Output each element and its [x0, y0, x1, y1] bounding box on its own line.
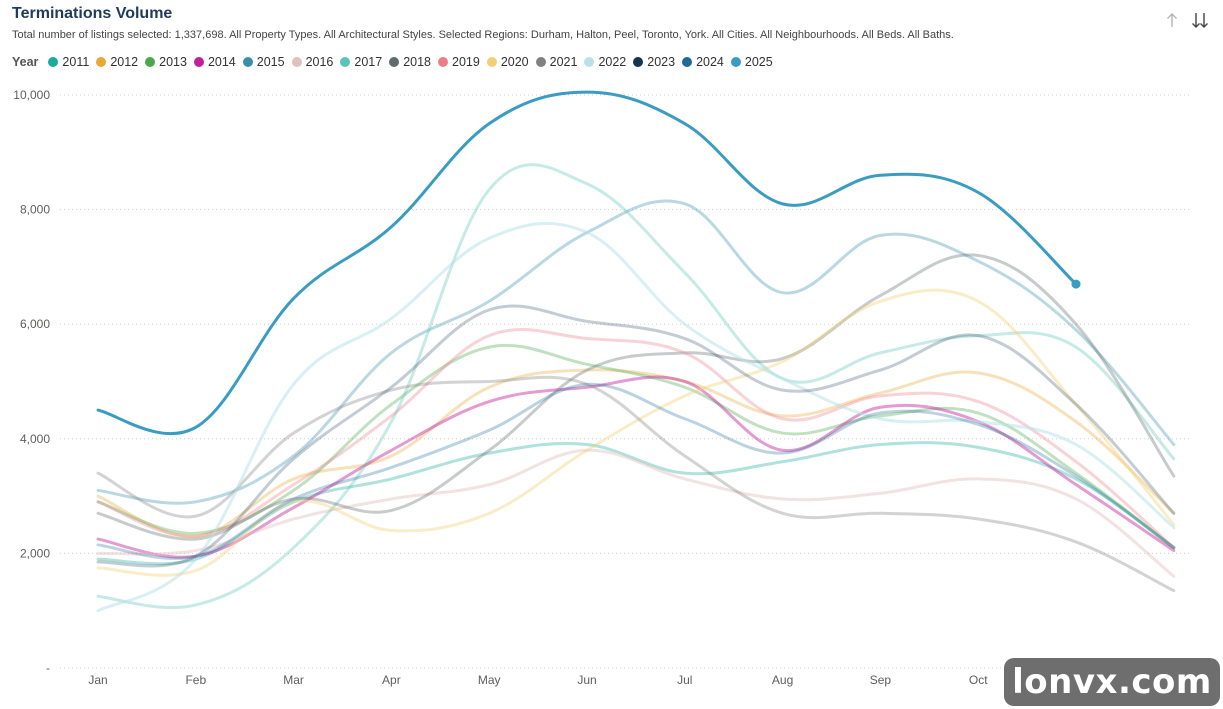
legend-item-2012[interactable]: 2012 [96, 55, 138, 69]
legend-item-2018[interactable]: 2018 [389, 55, 431, 69]
legend-label: 2023 [647, 55, 676, 69]
x-tick-label: Oct [969, 673, 988, 687]
legend-item-2024[interactable]: 2024 [682, 55, 724, 69]
legend-label: 2022 [598, 55, 627, 69]
series-line-2011[interactable] [96, 441, 1176, 566]
x-tick-label: May [478, 673, 501, 687]
legend-swatch [48, 57, 59, 67]
series-line-2021[interactable] [96, 375, 1176, 593]
legend-label: 2017 [354, 55, 383, 69]
series-endpoint-2025[interactable] [1071, 279, 1081, 289]
legend-swatch [633, 57, 644, 67]
legend-title: Year [12, 55, 39, 69]
legend-item-2022[interactable]: 2022 [584, 55, 626, 69]
series-line-2017[interactable] [96, 163, 1176, 610]
legend-item-2020[interactable]: 2020 [486, 55, 529, 69]
series-line-2016[interactable] [96, 448, 1176, 578]
series-line-2012[interactable] [96, 368, 1176, 538]
legend-label: 2020 [500, 55, 529, 69]
visual-toolbar [1163, 10, 1209, 30]
legend-label: 2024 [696, 55, 724, 69]
legend-swatch [340, 57, 351, 67]
y-tick-label: 2,000 [20, 546, 50, 560]
legend-label: 2013 [159, 55, 187, 69]
chart-legend: Year 2011 2012 2013 2014 2015 2016 2017 2018 201… [12, 55, 780, 69]
series-line-2022[interactable] [96, 221, 1176, 613]
series-line-2014[interactable] [96, 375, 1176, 559]
legend-label: 2011 [62, 55, 90, 69]
y-tick-label: 4,000 [20, 432, 50, 446]
legend-label: 2021 [549, 55, 578, 69]
legend-item-2025[interactable]: 2025 [730, 55, 773, 69]
sort-descending-icon[interactable] [1191, 10, 1209, 30]
legend-swatch [193, 57, 204, 67]
y-tick-label: 6,000 [20, 317, 50, 331]
line-chart: - 2,000 4,000 6,000 8,000 10,000 Jan Feb Mar Apr M… [13, 88, 1190, 687]
x-tick-label: Feb [185, 673, 206, 687]
legend-item-2013[interactable]: 2013 [145, 55, 187, 69]
legend-item-2015[interactable]: 2015 [242, 55, 285, 69]
legend-label: 2014 [207, 55, 236, 69]
legend-label: 2019 [452, 55, 480, 69]
x-tick-label: Mar [283, 673, 304, 687]
legend-item-2017[interactable]: 2017 [340, 55, 382, 69]
x-tick-label: Aug [772, 673, 793, 687]
legend-label: 2015 [256, 55, 285, 69]
legend-label: 2025 [744, 55, 773, 69]
x-tick-label: Apr [382, 673, 401, 687]
legend-item-2023[interactable]: 2023 [633, 55, 675, 69]
chart-subtitle: Total number of listings selected: 1,337… [12, 29, 954, 41]
chart-title: Terminations Volume [12, 5, 173, 22]
legend-swatch [535, 57, 546, 67]
legend-swatch [682, 57, 693, 67]
series-line-2020[interactable] [96, 288, 1176, 577]
series-line-2018[interactable] [96, 253, 1176, 541]
legend-item-2016[interactable]: 2016 [291, 55, 334, 69]
legend-swatch [730, 57, 741, 67]
legend-swatch [486, 57, 497, 67]
series-line-2019[interactable] [96, 328, 1176, 550]
legend-swatch [438, 57, 448, 67]
legend-swatch [145, 57, 156, 67]
legend-label: 2012 [110, 55, 139, 69]
legend-item-2011[interactable]: 2011 [48, 55, 89, 69]
legend-item-2019[interactable]: 2019 [438, 55, 480, 69]
legend-swatch [96, 57, 107, 67]
y-tick-label: - [46, 661, 50, 675]
y-tick-label: 10,000 [13, 88, 50, 102]
series-line-2015[interactable] [96, 199, 1176, 505]
arrow-up-icon[interactable] [1163, 10, 1181, 30]
legend-swatch [242, 57, 253, 67]
legend-swatch [291, 57, 302, 67]
legend-swatch [584, 57, 595, 67]
legend-item-2021[interactable]: 2021 [535, 55, 578, 69]
watermark: lonvx.com [1004, 658, 1220, 706]
legend-swatch [389, 57, 400, 67]
series-line-2023[interactable] [96, 304, 1176, 568]
series-line-2024[interactable] [96, 382, 1176, 560]
legend-label: 2018 [403, 55, 431, 69]
x-tick-label: Jan [88, 673, 107, 687]
series-line-2013[interactable] [96, 343, 1176, 550]
y-tick-label: 8,000 [20, 203, 50, 217]
x-tick-label: Jun [577, 673, 596, 687]
legend-label: 2016 [305, 55, 334, 69]
series-line-2025[interactable] [96, 90, 1078, 435]
x-tick-label: Sep [870, 673, 892, 687]
legend-item-2014[interactable]: 2014 [193, 55, 236, 69]
x-tick-label: Jul [677, 673, 692, 687]
